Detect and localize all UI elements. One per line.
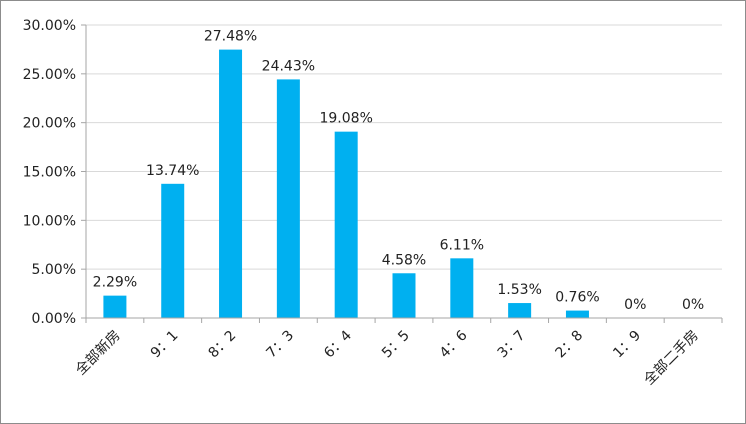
- y-tick-label: 30.00%: [23, 18, 76, 34]
- category-label: 全部二手房: [640, 327, 702, 389]
- data-label: 27.48%: [204, 29, 257, 45]
- category-label: 全部新房: [72, 327, 124, 379]
- data-label: 0.76%: [555, 290, 599, 306]
- y-tick-label: 25.00%: [23, 67, 76, 83]
- y-tick-label: 10.00%: [23, 213, 76, 229]
- bars: [103, 49, 589, 318]
- axes: [81, 24, 723, 323]
- data-label: 2.29%: [93, 275, 137, 291]
- y-tick-label: 15.00%: [23, 165, 76, 181]
- y-tick-labels: 0.00% 5.00% 10.00% 15.00% 20.00% 25.00% 30.00%: [23, 18, 76, 327]
- data-labels: 2.29% 13.74% 27.48% 24.43% 19.08% 4.58% 6.11% 1…: [93, 29, 705, 313]
- bar: [219, 49, 243, 318]
- data-label: 13.74%: [146, 163, 199, 179]
- y-tick-label: 0.00%: [32, 311, 76, 327]
- y-tick-label: 20.00%: [23, 116, 76, 132]
- category-label: 3：7: [495, 328, 529, 362]
- data-label: 19.08%: [319, 111, 372, 127]
- category-label: 7：3: [263, 328, 297, 362]
- data-label: 24.43%: [262, 58, 315, 74]
- category-label: 1：9: [610, 328, 644, 362]
- bar: [161, 183, 185, 318]
- gridlines: [86, 24, 722, 270]
- category-label: 2：8: [552, 328, 586, 362]
- bar: [450, 258, 474, 318]
- category-label: 4：6: [437, 327, 471, 361]
- bar: [508, 303, 532, 318]
- y-tick-label: 5.00%: [32, 262, 76, 278]
- category-label: 6：4: [321, 327, 355, 361]
- bar: [276, 79, 300, 318]
- bar: [334, 131, 358, 318]
- bar: [392, 273, 416, 318]
- data-label: 0%: [682, 297, 704, 313]
- bar: [103, 295, 127, 318]
- bar: [565, 310, 589, 318]
- category-label: 9：1: [148, 328, 182, 362]
- category-label: 8：2: [206, 328, 240, 362]
- data-label: 6.11%: [440, 237, 484, 253]
- category-label: 5：5: [379, 328, 413, 362]
- data-label: 4.58%: [382, 252, 426, 268]
- data-label: 1.53%: [497, 282, 541, 298]
- data-label: 0%: [624, 297, 646, 313]
